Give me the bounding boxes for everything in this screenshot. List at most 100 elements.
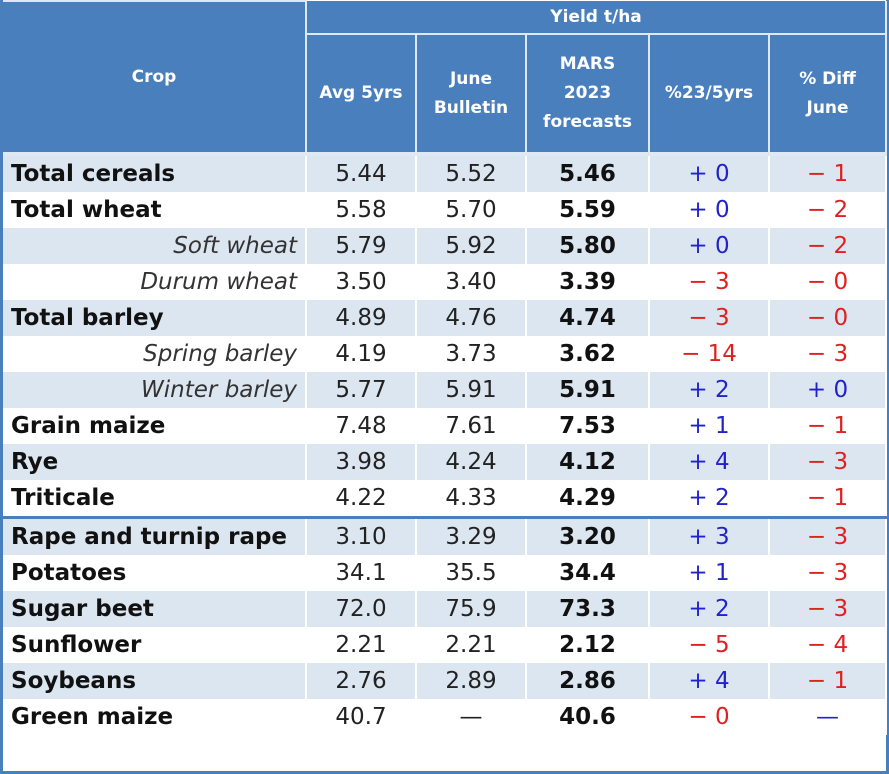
- june-bulletin-cell: 3.73: [415, 336, 527, 372]
- mars-forecast-cell: 40.6: [525, 699, 650, 735]
- table-row: Total cereals 5.44 5.52 5.46 + 0− 1: [3, 152, 888, 192]
- avg-5yrs-cell: 4.19: [305, 336, 417, 372]
- crop-name-cell: Winter barley: [3, 372, 307, 408]
- crop-name-cell: Grain maize: [3, 408, 307, 444]
- mars-forecast-cell: 4.74: [525, 300, 650, 336]
- june-bulletin-cell: 5.91: [415, 372, 527, 408]
- june-bulletin-cell: 7.61: [415, 408, 527, 444]
- june-bulletin-cell: 5.70: [415, 192, 527, 228]
- crop-name-cell: Soybeans: [3, 663, 307, 699]
- pct-23-vs-5yrs-cell: − 3: [648, 300, 770, 336]
- pct-diff-june-cell: − 0: [767, 300, 888, 336]
- june-bulletin-cell: 4.33: [415, 480, 527, 518]
- pct-23-vs-5yrs-cell: − 3: [648, 264, 770, 300]
- column-header-mars-2023-forecasts: MARS 2023 forecasts: [525, 33, 650, 155]
- avg-5yrs-cell: 4.89: [305, 300, 417, 336]
- column-header-crop: Crop: [3, 0, 307, 155]
- pct-diff-june-cell: − 1: [767, 480, 888, 518]
- yield-table: Crop Yield t/ha Avg 5yrs June Bulletin MARS…: [3, 0, 888, 735]
- pct-diff-june-cell: − 0: [767, 264, 888, 300]
- june-bulletin-cell: 2.21: [415, 627, 527, 663]
- column-header-line: % Diff: [799, 68, 856, 89]
- table-row: Total barley 4.89 4.76 4.74− 3− 0: [3, 300, 888, 336]
- table-row: Sunflower 2.21 2.21 2.12− 5− 4: [3, 627, 888, 663]
- table-row: Spring barley 4.19 3.73 3.62− 14− 3: [3, 336, 888, 372]
- avg-5yrs-cell: 4.22: [305, 480, 417, 518]
- pct-diff-june-cell: − 1: [767, 663, 888, 699]
- column-group-header-yield: Yield t/ha: [304, 1, 888, 35]
- pct-diff-june-cell: − 3: [767, 444, 888, 480]
- pct-23-vs-5yrs-cell: + 0: [648, 228, 770, 264]
- avg-5yrs-cell: 2.21: [305, 627, 417, 663]
- crop-name-cell: Sunflower: [3, 627, 307, 663]
- table-row: Potatoes 34.1 35.5 34.4 + 1− 3: [3, 555, 888, 591]
- mars-forecast-cell: 3.20: [525, 516, 650, 555]
- crop-name-cell: Rye: [3, 444, 307, 480]
- june-bulletin-cell: 5.92: [415, 228, 527, 264]
- june-bulletin-cell: 4.24: [415, 444, 527, 480]
- pct-23-vs-5yrs-cell: − 14: [648, 336, 770, 372]
- pct-diff-june-cell: − 4: [767, 627, 888, 663]
- pct-23-vs-5yrs-cell: + 2: [648, 372, 770, 408]
- pct-diff-june-cell: − 1: [767, 408, 888, 444]
- pct-diff-june-cell: − 3: [767, 591, 888, 627]
- mars-forecast-cell: 3.39: [525, 264, 650, 300]
- mars-forecast-cell: 2.86: [525, 663, 650, 699]
- avg-5yrs-cell: 5.77: [305, 372, 417, 408]
- pct-diff-june-cell: − 1: [767, 152, 888, 192]
- pct-diff-june-cell: − 3: [767, 555, 888, 591]
- mars-forecast-cell: 5.59: [525, 192, 650, 228]
- table-row: Soft wheat 5.79 5.92 5.80 + 0− 2: [3, 228, 888, 264]
- crop-name-cell: Durum wheat: [3, 264, 307, 300]
- avg-5yrs-cell: 3.10: [305, 516, 417, 555]
- table-row: Winter barley 5.77 5.91 5.91 + 2 + 0: [3, 372, 888, 408]
- mars-forecast-cell: 73.3: [525, 591, 650, 627]
- pct-diff-june-cell: − 2: [767, 228, 888, 264]
- column-header-line: MARS: [559, 54, 616, 74]
- crop-name-cell: Total barley: [3, 300, 307, 336]
- pct-23-vs-5yrs-cell: − 5: [648, 627, 770, 663]
- pct-23-vs-5yrs-cell: + 1: [648, 408, 770, 444]
- column-header-line: forecasts: [543, 112, 632, 132]
- pct-23-vs-5yrs-cell: − 0: [648, 699, 770, 735]
- avg-5yrs-cell: 40.7: [305, 699, 417, 735]
- pct-diff-june-cell: − 2: [767, 192, 888, 228]
- avg-5yrs-cell: 72.0: [305, 591, 417, 627]
- column-header-line: June: [449, 68, 493, 89]
- june-bulletin-cell: —: [415, 699, 527, 735]
- crop-name-cell: Total wheat: [3, 192, 307, 228]
- june-bulletin-cell: 35.5: [415, 555, 527, 591]
- table-row: Rape and turnip rape 3.10 3.29 3.20 + 3− 3: [3, 516, 888, 555]
- avg-5yrs-cell: 5.58: [305, 192, 417, 228]
- table-row: Green maize 40.7—40.6− 0—: [3, 699, 888, 735]
- avg-5yrs-cell: 2.76: [305, 663, 417, 699]
- pct-diff-june-cell: − 3: [767, 336, 888, 372]
- june-bulletin-cell: 2.89: [415, 663, 527, 699]
- column-header-line: Avg 5yrs: [319, 83, 403, 103]
- june-bulletin-cell: 5.52: [415, 152, 527, 192]
- june-bulletin-cell: 3.29: [415, 516, 527, 555]
- column-header-june-bulletin: June Bulletin: [415, 33, 527, 155]
- pct-23-vs-5yrs-cell: + 2: [648, 591, 770, 627]
- column-header-line: 2023: [563, 83, 612, 103]
- pct-diff-june-cell: —: [767, 699, 888, 735]
- table-row: Triticale 4.22 4.33 4.29 + 2− 1: [3, 480, 888, 518]
- table-row: Durum wheat 3.50 3.40 3.39− 3− 0: [3, 264, 888, 300]
- table-row: Rye 3.98 4.24 4.12 + 4− 3: [3, 444, 888, 480]
- mars-forecast-cell: 4.29: [525, 480, 650, 518]
- pct-23-vs-5yrs-cell: + 4: [648, 444, 770, 480]
- mars-forecast-cell: 7.53: [525, 408, 650, 444]
- avg-5yrs-cell: 7.48: [305, 408, 417, 444]
- mars-forecast-cell: 5.80: [525, 228, 650, 264]
- mars-forecast-cell: 34.4: [525, 555, 650, 591]
- avg-5yrs-cell: 34.1: [305, 555, 417, 591]
- table-row: Soybeans 2.76 2.89 2.86 + 4− 1: [3, 663, 888, 699]
- mars-forecast-cell: 3.62: [525, 336, 650, 372]
- mars-forecast-cell: 5.46: [525, 152, 650, 192]
- june-bulletin-cell: 75.9: [415, 591, 527, 627]
- avg-5yrs-cell: 5.79: [305, 228, 417, 264]
- column-header-line: June: [806, 97, 849, 118]
- pct-diff-june-cell: − 3: [767, 516, 888, 555]
- pct-23-vs-5yrs-cell: + 0: [648, 192, 770, 228]
